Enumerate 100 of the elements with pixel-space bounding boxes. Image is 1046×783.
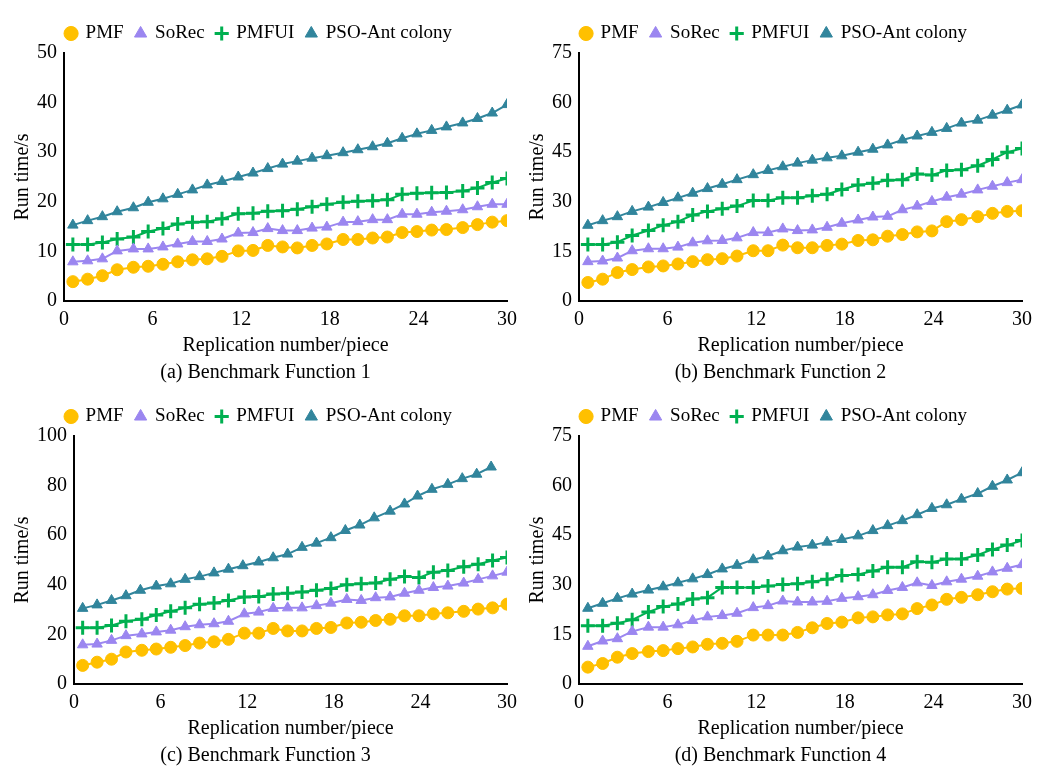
point bbox=[940, 575, 952, 586]
point bbox=[835, 591, 848, 602]
point bbox=[910, 129, 923, 140]
point bbox=[952, 161, 970, 179]
point bbox=[291, 224, 303, 235]
point bbox=[207, 635, 220, 649]
point bbox=[398, 497, 410, 508]
point bbox=[163, 640, 177, 654]
point bbox=[340, 592, 352, 603]
point bbox=[610, 650, 624, 664]
y-tick-label: 40 bbox=[36, 89, 57, 112]
point bbox=[470, 467, 482, 478]
point bbox=[611, 632, 623, 643]
point bbox=[608, 614, 626, 632]
point bbox=[985, 206, 999, 220]
point bbox=[668, 595, 686, 613]
point bbox=[939, 215, 953, 229]
point bbox=[639, 603, 657, 621]
point bbox=[198, 213, 216, 231]
y-tick-label: 45 bbox=[551, 139, 572, 162]
point bbox=[95, 269, 109, 283]
point bbox=[968, 157, 986, 175]
y-tick-label: 30 bbox=[551, 572, 572, 595]
point bbox=[456, 203, 468, 214]
point bbox=[642, 242, 654, 253]
point bbox=[866, 588, 879, 599]
point bbox=[258, 202, 276, 220]
point bbox=[700, 253, 714, 267]
point bbox=[896, 203, 908, 214]
point bbox=[581, 218, 594, 229]
point bbox=[730, 231, 743, 242]
point bbox=[625, 647, 639, 661]
point bbox=[425, 205, 437, 216]
point bbox=[354, 615, 368, 629]
point bbox=[971, 487, 983, 498]
point bbox=[261, 222, 273, 233]
point bbox=[291, 154, 303, 165]
point bbox=[728, 197, 745, 215]
point bbox=[310, 536, 322, 547]
point bbox=[215, 232, 228, 243]
x-tick-label: 6 bbox=[662, 690, 673, 713]
point bbox=[193, 618, 205, 629]
point bbox=[261, 162, 273, 173]
point bbox=[818, 185, 836, 203]
point bbox=[424, 223, 438, 237]
point bbox=[910, 225, 924, 239]
point bbox=[654, 598, 672, 616]
point bbox=[803, 187, 821, 205]
point bbox=[336, 146, 349, 157]
point bbox=[280, 624, 294, 638]
point bbox=[761, 628, 775, 642]
point bbox=[468, 179, 486, 197]
point bbox=[264, 585, 282, 603]
point bbox=[611, 251, 623, 262]
text: (a) Benchmark Function 1 bbox=[160, 359, 371, 384]
point bbox=[193, 570, 205, 581]
point bbox=[623, 611, 641, 629]
point bbox=[378, 191, 396, 209]
x-tick-label: 18 bbox=[323, 690, 344, 713]
point bbox=[471, 572, 484, 583]
point bbox=[66, 255, 79, 266]
point bbox=[639, 222, 657, 240]
point bbox=[336, 233, 350, 246]
point bbox=[1001, 561, 1013, 572]
y-tick-label: 80 bbox=[46, 472, 67, 495]
x-axis-title: Replication number/piece bbox=[696, 716, 904, 740]
point bbox=[440, 606, 454, 620]
point bbox=[213, 210, 230, 228]
point bbox=[730, 173, 743, 184]
point bbox=[773, 575, 791, 593]
x-tick-label: 18 bbox=[319, 307, 340, 330]
point bbox=[834, 237, 848, 251]
y-tick-label: 0 bbox=[561, 671, 572, 694]
point bbox=[747, 553, 759, 564]
point bbox=[924, 598, 938, 612]
point bbox=[881, 583, 893, 594]
x-tick-label: 30 bbox=[496, 690, 517, 713]
point bbox=[134, 583, 146, 594]
y-tick-label: 60 bbox=[551, 89, 572, 112]
point bbox=[773, 189, 791, 207]
point bbox=[880, 608, 894, 622]
point bbox=[671, 618, 684, 629]
point bbox=[761, 549, 774, 560]
point bbox=[759, 577, 777, 595]
point bbox=[183, 213, 201, 231]
point bbox=[246, 226, 259, 237]
x-axis-title: Replication number/piece bbox=[186, 716, 394, 740]
point bbox=[625, 204, 638, 215]
point bbox=[132, 610, 150, 628]
point bbox=[940, 121, 952, 132]
point bbox=[983, 540, 1001, 558]
point bbox=[164, 577, 176, 588]
point bbox=[90, 598, 103, 609]
point bbox=[426, 607, 440, 621]
point bbox=[686, 236, 698, 247]
point bbox=[895, 607, 909, 621]
legend-label: PMFUI bbox=[235, 404, 294, 426]
y-tick-label: 60 bbox=[46, 522, 67, 545]
point bbox=[595, 272, 609, 286]
legend-label: SoRec bbox=[154, 21, 205, 43]
